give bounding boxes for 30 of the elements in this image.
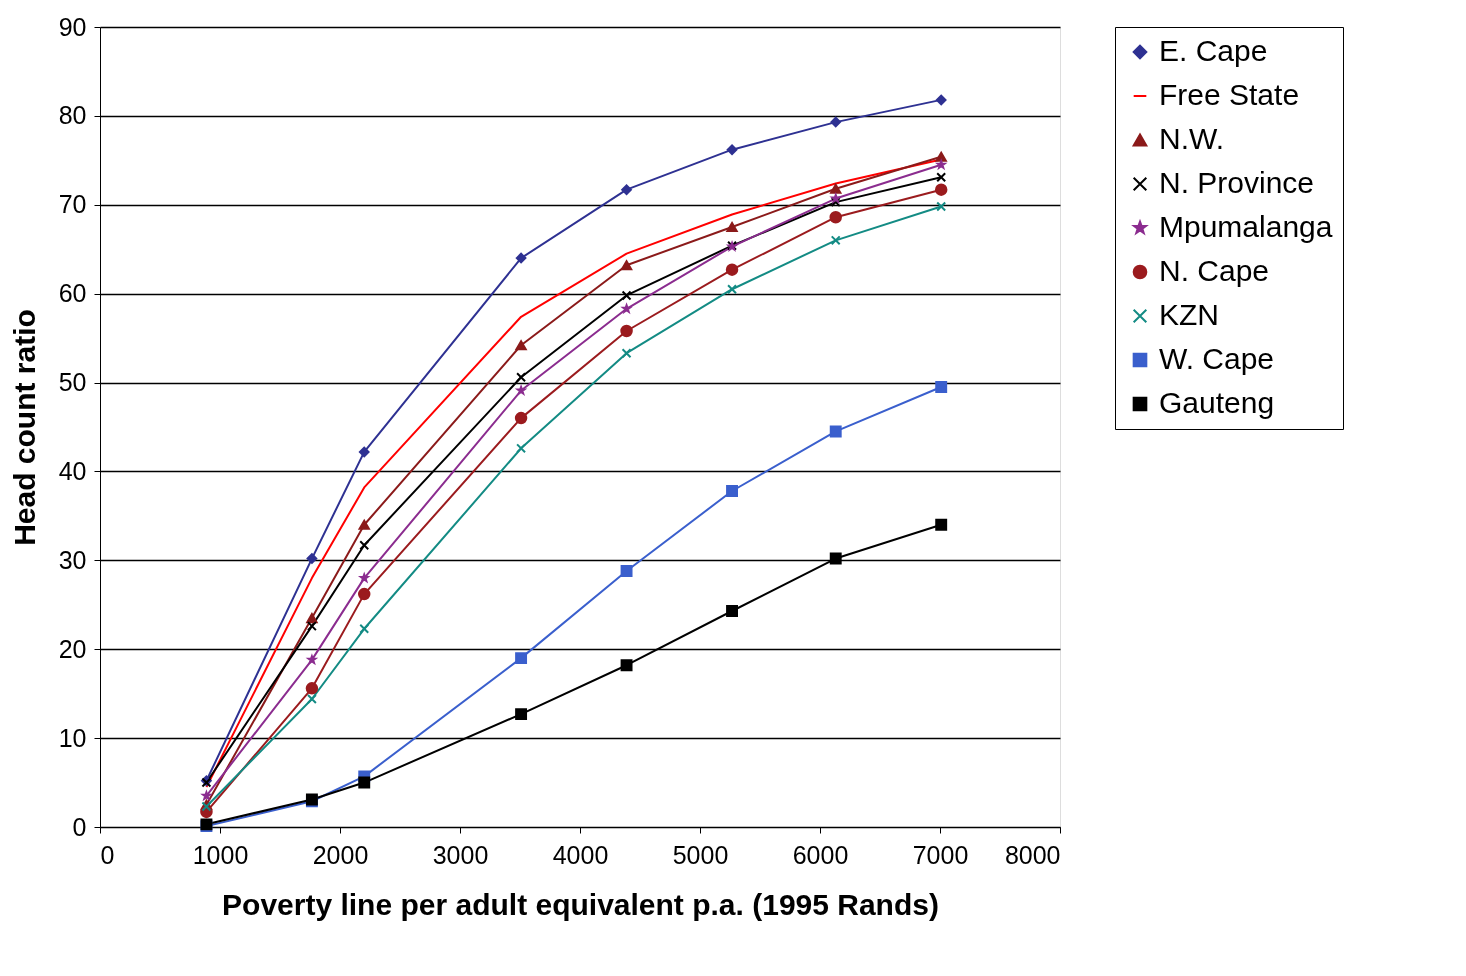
x-tick-label: 6000 <box>792 840 849 869</box>
x-tick-label: 3000 <box>432 840 489 869</box>
y-tick-label: 10 <box>58 723 87 752</box>
y-tick-label: 0 <box>72 812 87 841</box>
legend-label: Mpumalanga <box>1159 210 1333 243</box>
y-tick-label: 60 <box>58 279 87 308</box>
x-tick-label: 1000 <box>192 840 249 869</box>
x-tick-label: 0 <box>100 840 115 869</box>
y-axis-title: Head count ratio <box>7 309 41 546</box>
legend-label: N. Province <box>1159 166 1315 199</box>
legend-label: N. Cape <box>1159 254 1270 287</box>
legend-label: Gauteng <box>1159 386 1275 419</box>
x-tick-label: 7000 <box>912 840 969 869</box>
y-tick-label: 40 <box>58 456 87 485</box>
y-tick-label: 90 <box>58 12 87 41</box>
x-tick-label: 4000 <box>552 840 609 869</box>
y-tick-label: 30 <box>58 545 87 574</box>
x-tick-label: 8000 <box>1004 840 1061 869</box>
y-tick-label: 80 <box>58 101 87 130</box>
x-tick-label: 2000 <box>312 840 369 869</box>
legend-label: N.W. <box>1159 122 1224 155</box>
legend-label: KZN <box>1159 298 1219 331</box>
y-tick-label: 70 <box>58 190 87 219</box>
y-tick-label: 50 <box>58 368 87 397</box>
legend-label: Free State <box>1159 78 1300 111</box>
legend-label: E. Cape <box>1159 34 1268 67</box>
x-axis-title: Poverty line per adult equivalent p.a. (1995 Rands) <box>222 887 939 921</box>
x-tick-label: 5000 <box>672 840 729 869</box>
legend-label: W. Cape <box>1159 342 1275 375</box>
y-tick-label: 20 <box>58 634 87 663</box>
